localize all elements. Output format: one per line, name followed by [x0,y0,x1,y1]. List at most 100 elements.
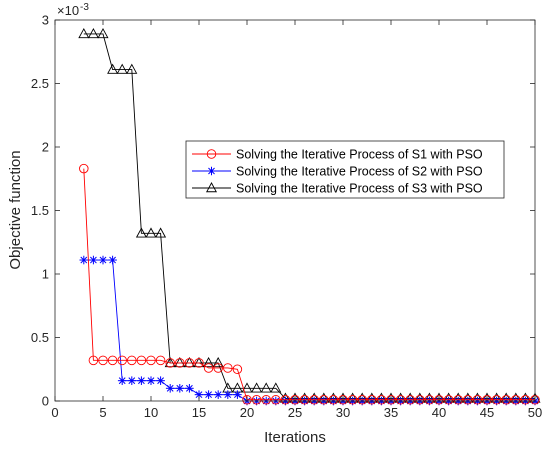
data-point-circle [98,355,108,366]
data-point-triangle [212,356,224,368]
data-point-circle [127,355,137,366]
data-point-triangle [155,227,167,238]
data-point-circle [194,358,204,368]
data-point-circle [175,358,185,368]
data-point-circle [251,394,262,405]
data-point-circle [299,394,310,405]
x-tick-label: 50 [528,405,542,420]
data-point-asterisk [98,255,108,265]
data-point-asterisk [204,390,213,399]
ticks-layer: 0 5 10 15 20 25 30 35 40 45 50 0 0.5 1 1.5 2 2.5 3 [31,13,542,421]
data-point-circle [203,363,214,373]
y-multiplier: ×10 -3 [57,2,89,18]
data-point-asterisk [165,384,175,393]
y-tick-label: 3 [42,13,49,28]
data-point-circle [79,163,89,174]
data-point-circle [155,355,166,366]
x-axis-label: Iterations [264,429,326,446]
data-point-circle [463,394,473,405]
x-tick-label: 15 [192,405,206,420]
y-tick-label: 2.5 [31,76,49,91]
data-point-triangle [135,227,147,238]
data-point-circle [184,358,195,368]
legend-entry-s3: Solving the Iterative Process of S3 with… [192,182,483,196]
data-point-circle [271,394,281,405]
y-tick-label: 0 [42,394,49,409]
legend-label: Solving the Iterative Process of S3 with… [236,182,483,196]
data-point-asterisk [137,376,146,385]
y-tick-label: 1.5 [31,203,49,218]
x-tick-label: 35 [384,405,398,420]
data-point-circle [165,358,175,368]
data-point-triangle [183,356,195,368]
series-line-s1 [83,168,535,401]
data-point-triangle [87,28,99,39]
series-s3 [78,28,541,403]
data-point-circle [146,355,156,366]
data-point-triangle [193,356,205,368]
data-point-circle [290,394,300,405]
data-point-circle [472,394,483,405]
data-point-circle [206,149,217,159]
legend-label: Solving the Iterative Process of S1 with… [236,148,483,162]
x-tick-label: 20 [240,405,254,420]
data-point-circle [395,394,406,405]
data-point-asterisk [233,390,242,399]
data-point-triangle [78,28,90,39]
y-tick-label: 2 [42,140,49,155]
data-point-circle [232,364,243,375]
x-tick-label: 0 [51,405,58,420]
data-point-triangle [116,63,128,74]
data-point-triangle [145,227,157,238]
data-point-asterisk [146,376,156,385]
data-point-triangle [203,356,215,368]
data-point-asterisk [207,166,216,176]
data-point-circle [501,394,511,405]
x-tick-label: 10 [144,405,158,420]
data-point-asterisk [175,384,185,393]
legend-label: Solving the Iterative Process of S2 with… [236,165,483,179]
data-point-triangle [270,382,282,393]
data-point-circle [117,355,127,366]
data-point-circle [405,394,415,405]
data-point-circle [309,394,319,405]
data-point-circle [338,394,348,405]
legend-box [185,140,505,199]
data-point-asterisk [108,255,117,265]
data-point-circle [347,394,358,405]
y-tick-label: 0.5 [31,330,49,345]
data-point-circle [424,394,435,405]
data-point-circle [367,394,377,405]
data-point-asterisk [213,390,223,399]
legend-items: Solving the Iterative Process of S1 with… [192,148,483,196]
data-point-asterisk [117,376,127,385]
data-point-circle [491,394,502,405]
data-point-circle [482,394,492,405]
data-point-circle [376,394,387,405]
data-point-asterisk [223,390,233,399]
y-multiplier-base: ×10 [57,3,79,18]
data-point-triangle [126,63,138,74]
data-point-circle [242,394,252,405]
data-point-circle [136,355,147,366]
data-point-asterisk [156,376,165,385]
x-tick-label: 30 [336,405,350,420]
data-point-circle [443,394,454,405]
data-point-circle [453,394,463,405]
y-axis-label: Objective function [7,150,24,269]
x-tick-label: 5 [99,405,106,420]
data-point-circle [280,394,291,405]
data-point-circle [434,394,444,405]
data-point-circle [213,363,223,373]
x-tick-label: 25 [288,405,302,420]
legend-entry-s1: Solving the Iterative Process of S1 with… [192,148,483,162]
data-point-asterisk [185,384,194,393]
data-point-asterisk [127,376,137,385]
data-point-circle [511,394,521,405]
data-point-asterisk [89,255,98,265]
data-point-triangle [205,182,218,193]
data-point-triangle [260,382,272,393]
data-point-circle [261,394,271,405]
data-point-circle [223,363,233,373]
